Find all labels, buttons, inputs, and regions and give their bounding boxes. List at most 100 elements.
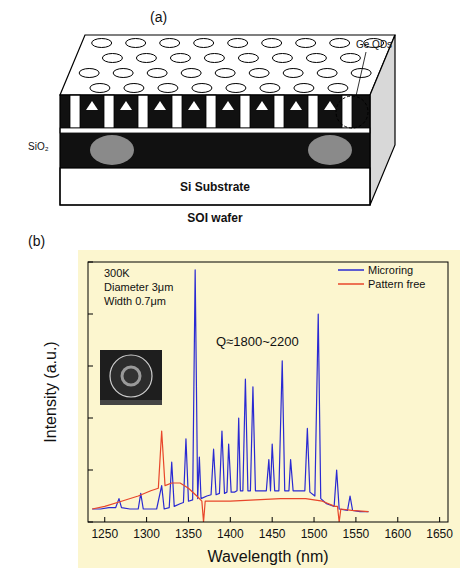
x-tick-label: 1500 xyxy=(301,527,328,541)
hole xyxy=(262,39,282,48)
series-line xyxy=(92,270,368,512)
x-tick xyxy=(188,517,189,522)
quantum-dot xyxy=(86,101,98,110)
inset-ring xyxy=(122,367,140,385)
hole xyxy=(92,39,112,48)
hole xyxy=(249,69,269,78)
x-tick xyxy=(230,517,231,522)
quantum-dot xyxy=(324,101,336,110)
hole xyxy=(158,84,178,93)
plot-frame xyxy=(88,262,448,522)
inset-bar xyxy=(100,400,162,405)
hole xyxy=(294,84,314,93)
y-tick xyxy=(88,418,93,419)
legend-label: Microring xyxy=(368,264,413,276)
quantum-dot xyxy=(290,101,302,110)
oxide-layer xyxy=(60,133,370,168)
annotation: Q≈1800~2200 xyxy=(216,334,299,349)
hole xyxy=(296,39,316,48)
wafer-label: SOI wafer xyxy=(187,211,243,225)
hole xyxy=(181,69,201,78)
plot-lines xyxy=(92,270,368,522)
x-tick-label: 1350 xyxy=(175,527,202,541)
hole xyxy=(170,54,190,63)
annotation: 300K xyxy=(104,267,130,279)
front-outline xyxy=(60,95,370,205)
hole-pillar xyxy=(206,95,216,128)
hole xyxy=(126,39,146,48)
figure: (a) Si Substrate SOI wafer SiO₂ Ge QDs (b) 125… xyxy=(0,0,462,572)
y-tick xyxy=(88,314,93,315)
quantum-dot xyxy=(188,101,200,110)
x-tick xyxy=(314,517,315,522)
annotation: Width 0.7μm xyxy=(104,295,166,307)
x-tick xyxy=(439,517,440,522)
side-face xyxy=(370,35,395,205)
device-layer xyxy=(60,95,370,128)
hole-pillar xyxy=(104,95,114,128)
hole xyxy=(317,69,337,78)
undercut xyxy=(90,135,134,165)
hole xyxy=(160,39,180,48)
hole-pillar xyxy=(274,95,284,128)
quantum-dot xyxy=(154,101,166,110)
x-tick xyxy=(146,517,147,522)
x-tick xyxy=(397,517,398,522)
hole xyxy=(113,69,133,78)
oxide-label: SiO₂ xyxy=(28,141,49,152)
x-axis-title: Wavelength (nm) xyxy=(207,548,328,565)
annotation: Diameter 3μm xyxy=(104,281,173,293)
hole xyxy=(260,84,280,93)
interface xyxy=(60,128,370,133)
hole-pillar xyxy=(308,95,318,128)
hole xyxy=(215,69,235,78)
hole xyxy=(306,54,326,63)
series-line xyxy=(92,431,368,522)
panel-a: (a) Si Substrate SOI wafer SiO₂ Ge QDs xyxy=(28,9,395,225)
substrate xyxy=(60,168,370,205)
callout-circle xyxy=(336,96,368,128)
callout-line xyxy=(356,52,366,96)
hole-pillar xyxy=(240,95,250,128)
hole-pillar xyxy=(172,95,182,128)
hole xyxy=(272,54,292,63)
hole xyxy=(124,84,144,93)
x-tick-label: 1300 xyxy=(133,527,160,541)
hole xyxy=(228,39,248,48)
x-tick xyxy=(104,517,105,522)
hole xyxy=(283,69,303,78)
quantum-dot xyxy=(222,101,234,110)
legend-swatch xyxy=(338,283,364,285)
x-tick-label: 1550 xyxy=(343,527,370,541)
hole xyxy=(192,84,212,93)
hole xyxy=(340,54,360,63)
hole xyxy=(102,54,122,63)
top-face xyxy=(60,35,395,95)
quantum-dot xyxy=(256,101,268,110)
hole xyxy=(226,84,246,93)
sem-inset xyxy=(100,350,162,405)
hole xyxy=(328,84,348,93)
hole-pillar xyxy=(342,95,352,128)
hole xyxy=(204,54,224,63)
hole xyxy=(90,84,110,93)
y-axis-title: Intensity (a.u.) xyxy=(42,341,59,442)
legend-swatch xyxy=(338,269,364,271)
hole-pillar xyxy=(138,95,148,128)
x-tick xyxy=(355,517,356,522)
y-tick xyxy=(88,366,93,367)
substrate-label: Si Substrate xyxy=(180,180,250,194)
quantum-dot xyxy=(120,101,132,110)
panel-label: (b) xyxy=(28,233,45,249)
x-tick-label: 1250 xyxy=(91,527,118,541)
x-tick-label: 1400 xyxy=(217,527,244,541)
hole xyxy=(194,39,214,48)
inset-frame xyxy=(100,350,162,405)
chart-background xyxy=(78,250,460,568)
undercut xyxy=(308,135,352,165)
panel-label: (a) xyxy=(150,9,167,25)
x-tick xyxy=(272,517,273,522)
inset-ring xyxy=(110,355,152,397)
qd-label: Ge QDs xyxy=(356,39,392,50)
legend-label: Pattern free xyxy=(368,278,425,290)
